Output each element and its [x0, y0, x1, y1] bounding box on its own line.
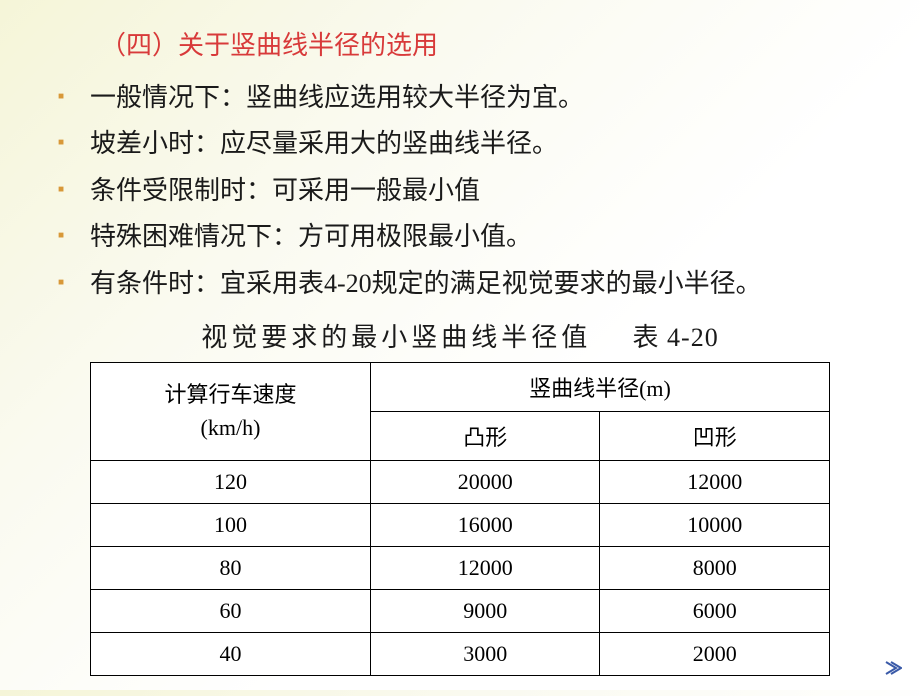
- table-row: 100 16000 10000: [91, 503, 830, 546]
- table-row: 60 9000 6000: [91, 589, 830, 632]
- table-row: 40 3000 2000: [91, 632, 830, 675]
- bullet-item: 特殊困难情况下：方可用极限最小值。: [50, 219, 870, 255]
- cell-speed: 100: [91, 503, 371, 546]
- cell-convex: 3000: [371, 632, 600, 675]
- cell-convex: 9000: [371, 589, 600, 632]
- section-title: （四）关于竖曲线半径的选用: [100, 25, 870, 62]
- header-concave: 凹形: [600, 411, 830, 460]
- table-label: 表 4-20: [633, 317, 719, 354]
- table-header-row: 计算行车速度 (km/h) 竖曲线半径(m): [91, 362, 830, 411]
- bullet-item: 坡差小时：应尽量采用大的竖曲线半径。: [50, 126, 870, 162]
- cell-concave: 2000: [600, 632, 830, 675]
- header-speed: 计算行车速度 (km/h): [91, 362, 371, 460]
- next-arrow-icon[interactable]: [882, 658, 902, 678]
- cell-concave: 8000: [600, 546, 830, 589]
- bullet-item: 有条件时：宜采用表4-20规定的满足视觉要求的最小半径。: [50, 266, 870, 302]
- slide-content: （四）关于竖曲线半径的选用 一般情况下：竖曲线应选用较大半径为宜。 坡差小时：应…: [0, 0, 920, 696]
- header-radius: 竖曲线半径(m): [371, 362, 830, 411]
- radius-table: 计算行车速度 (km/h) 竖曲线半径(m) 凸形 凹形 120 20000 1…: [90, 362, 830, 676]
- cell-convex: 20000: [371, 460, 600, 503]
- header-speed-line1: 计算行车速度: [164, 382, 296, 407]
- cell-concave: 6000: [600, 589, 830, 632]
- cell-concave: 10000: [600, 503, 830, 546]
- header-convex: 凸形: [371, 411, 600, 460]
- cell-speed: 60: [91, 589, 371, 632]
- table-row: 80 12000 8000: [91, 546, 830, 589]
- header-speed-line2: (km/h): [201, 415, 261, 440]
- cell-concave: 12000: [600, 460, 830, 503]
- cell-speed: 120: [91, 460, 371, 503]
- cell-convex: 16000: [371, 503, 600, 546]
- table-row: 120 20000 12000: [91, 460, 830, 503]
- bullet-item: 条件受限制时：可采用一般最小值: [50, 173, 870, 209]
- bullet-item: 一般情况下：竖曲线应选用较大半径为宜。: [50, 80, 870, 116]
- table-wrapper: 计算行车速度 (km/h) 竖曲线半径(m) 凸形 凹形 120 20000 1…: [50, 362, 870, 676]
- bullet-list: 一般情况下：竖曲线应选用较大半径为宜。 坡差小时：应尽量采用大的竖曲线半径。 条…: [50, 80, 870, 302]
- cell-speed: 80: [91, 546, 371, 589]
- table-title: 视觉要求的最小竖曲线半径值: [201, 322, 591, 352]
- cell-convex: 12000: [371, 546, 600, 589]
- table-title-row: 视觉要求的最小竖曲线半径值 表 4-20: [50, 317, 870, 354]
- cell-speed: 40: [91, 632, 371, 675]
